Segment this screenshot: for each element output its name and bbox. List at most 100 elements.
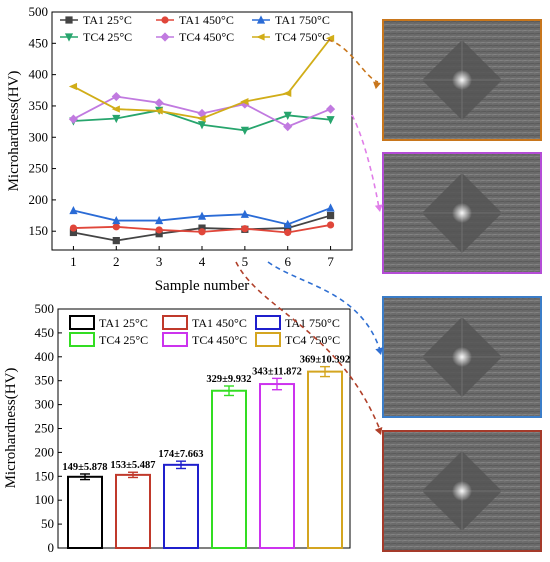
data-point xyxy=(283,89,292,98)
connector-arrow xyxy=(267,261,381,351)
data-point xyxy=(325,104,336,114)
legend-label: TC4 450°C xyxy=(179,30,234,44)
data-point xyxy=(326,116,335,125)
data-point xyxy=(155,230,163,238)
arrow-head xyxy=(373,81,381,90)
x-tick-label: 2 xyxy=(113,254,120,269)
data-point xyxy=(256,15,266,24)
bar-group: 153±5.487 xyxy=(110,460,156,549)
data-point xyxy=(112,237,120,245)
micrograph-border xyxy=(382,152,542,274)
bar-group: 329±9.932 xyxy=(206,374,252,549)
y-tick-label: 50 xyxy=(41,516,54,531)
legend-entry: TC4 25°C xyxy=(69,332,148,347)
arrow-head xyxy=(375,347,384,355)
data-point xyxy=(112,114,121,124)
data-point xyxy=(241,225,249,233)
data-point xyxy=(197,211,207,220)
legend-entry: TC4 750°C xyxy=(255,332,340,347)
bar-group: 174±7.663 xyxy=(158,449,204,549)
data-label: 153±5.487 xyxy=(110,460,155,471)
data-point xyxy=(160,32,170,42)
data-point xyxy=(64,33,74,42)
micrograph xyxy=(382,296,542,418)
data-point xyxy=(240,97,249,106)
data-point xyxy=(154,98,164,108)
data-point xyxy=(326,211,335,220)
y-tick-label: 100 xyxy=(35,492,55,507)
bar-chart-y-ticks: 0 50 100 150 200 250 300 350 400 450 500 xyxy=(35,301,62,555)
legend-entry: TA1 750°C xyxy=(252,13,330,27)
legend-entry: TC4 450°C xyxy=(156,30,234,44)
line-chart-legend: TA1 25°C TA1 450°C TA1 750°C TC4 25°C TC4 45… xyxy=(60,13,330,44)
connector-arrows xyxy=(235,39,384,435)
x-tick-label: 7 xyxy=(327,254,334,269)
legend-label: TC4 25°C xyxy=(83,30,132,44)
legend-swatch xyxy=(255,332,281,347)
y-tick-label: 150 xyxy=(29,223,49,238)
line-chart-x-ticks: 1 2 3 4 5 6 7 xyxy=(70,246,334,269)
y-tick-label: 400 xyxy=(29,67,49,82)
data-point xyxy=(69,228,78,237)
y-tick-label: 200 xyxy=(29,192,49,207)
data-point xyxy=(240,209,249,218)
bar xyxy=(259,383,295,549)
y-tick-label: 400 xyxy=(35,349,55,364)
y-tick-label: 300 xyxy=(29,129,49,144)
data-point xyxy=(326,221,335,229)
bar xyxy=(115,473,151,549)
data-point xyxy=(155,226,163,234)
series xyxy=(69,203,335,228)
line-chart-xlabel: Sample number xyxy=(155,278,250,294)
legend-entry: TC4 25°C xyxy=(60,30,132,44)
data-point xyxy=(326,203,335,212)
legend-label: TC4 750°C xyxy=(275,30,330,44)
y-tick-label: 250 xyxy=(29,161,49,176)
legend-label: TC4 750°C xyxy=(285,333,340,347)
data-label: 343±11.872 xyxy=(252,366,302,377)
data-label: 174±7.663 xyxy=(158,449,203,460)
legend-entry: TA1 450°C xyxy=(156,13,234,27)
y-tick-label: 450 xyxy=(29,35,49,50)
y-tick-label: 300 xyxy=(35,397,55,412)
legend-swatch xyxy=(162,315,188,330)
data-point xyxy=(65,16,73,24)
legend-entry: TC4 750°C xyxy=(252,30,330,44)
data-label: 149±5.878 xyxy=(62,462,107,473)
bar xyxy=(307,370,343,550)
data-point xyxy=(284,224,292,232)
data-point xyxy=(111,105,120,113)
line-chart-series xyxy=(68,34,336,245)
data-point xyxy=(283,219,292,228)
legend-label: TA1 450°C xyxy=(179,13,234,27)
micrograph-border xyxy=(382,296,542,418)
data-point xyxy=(197,114,206,123)
bar-group: 369±10.392 xyxy=(300,355,350,550)
legend-swatch xyxy=(69,332,95,347)
connector-arrow xyxy=(327,39,379,83)
micrograph-border xyxy=(382,19,542,141)
bar xyxy=(163,463,199,549)
legend-label: TC4 25°C xyxy=(99,333,148,347)
line-chart-y-ticks: 150 200 250 300 350 400 450 500 xyxy=(29,4,56,238)
micrograph xyxy=(382,430,542,552)
data-label: 329±9.932 xyxy=(206,374,251,385)
data-point xyxy=(198,228,206,236)
legend-entry: TA1 25°C xyxy=(69,315,148,330)
legend-swatch xyxy=(162,332,188,347)
legend-entry: TA1 750°C xyxy=(255,315,340,330)
data-point xyxy=(111,91,121,102)
y-tick-label: 200 xyxy=(35,444,55,459)
legend-label: TA1 25°C xyxy=(83,13,132,27)
series-line xyxy=(73,37,332,120)
series xyxy=(69,221,335,237)
x-tick-label: 5 xyxy=(242,254,249,269)
data-point xyxy=(161,16,169,24)
data-point xyxy=(325,34,335,42)
data-point xyxy=(112,223,120,231)
y-tick-label: 350 xyxy=(35,373,55,388)
legend-label: TA1 750°C xyxy=(285,316,340,330)
y-tick-label: 450 xyxy=(35,325,55,340)
arrow-head xyxy=(374,204,383,212)
